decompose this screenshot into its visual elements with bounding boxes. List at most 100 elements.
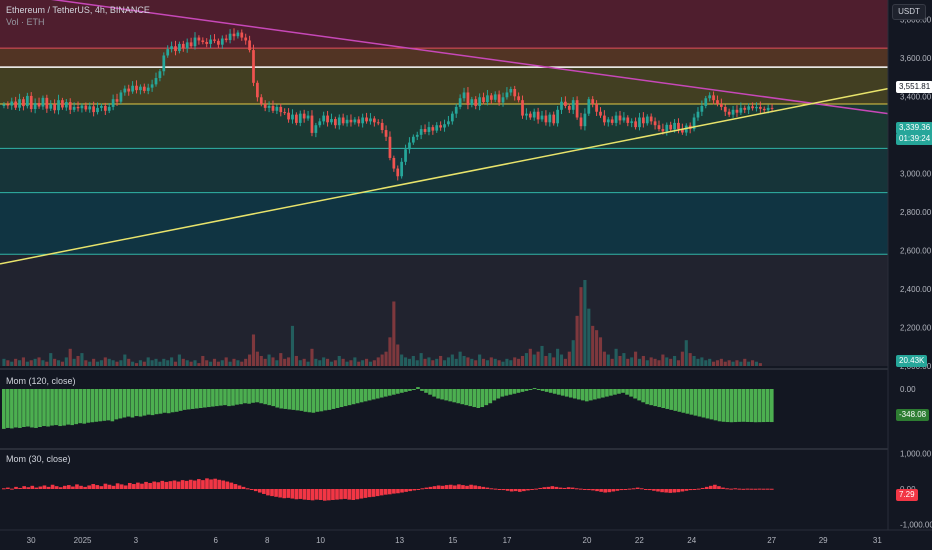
currency-label[interactable]: USDT xyxy=(892,4,926,20)
candle-body xyxy=(275,106,279,111)
momentum-bar xyxy=(78,389,83,424)
candle-body xyxy=(762,108,766,111)
momentum-bar xyxy=(359,389,364,403)
candle-body xyxy=(638,117,641,128)
candle-body xyxy=(583,113,587,127)
price-zone xyxy=(0,192,888,255)
volume-bar xyxy=(470,358,474,366)
volume-bar xyxy=(80,353,84,366)
volume-bar xyxy=(53,358,57,366)
symbol-title[interactable]: Ethereum / TetherUS, 4h, BINANCE xyxy=(6,5,150,15)
momentum-bar xyxy=(158,389,163,414)
momentum-bar xyxy=(721,487,725,489)
candle-body xyxy=(201,40,205,42)
volume-bar xyxy=(435,358,439,366)
momentum-bar xyxy=(114,389,119,420)
volume-bar xyxy=(517,358,521,366)
mom30-label[interactable]: Mom (30, close) xyxy=(6,454,71,464)
candle-body xyxy=(435,125,439,131)
volume-bar xyxy=(290,325,295,366)
volume-bar xyxy=(240,361,244,366)
candle-body xyxy=(474,99,478,106)
volume-bar xyxy=(653,358,657,366)
momentum-bar xyxy=(182,389,187,410)
candle-body xyxy=(372,118,376,123)
candle-body xyxy=(419,129,423,135)
pane-separators[interactable] xyxy=(0,368,932,450)
volume-bar xyxy=(474,360,478,366)
momentum-bar xyxy=(566,487,571,489)
momentum-bar xyxy=(231,389,235,406)
volume-bar xyxy=(427,357,431,366)
volume-bar xyxy=(6,360,10,366)
volume-bar xyxy=(661,354,665,366)
volume-bar xyxy=(630,357,634,366)
ascending-trendline[interactable] xyxy=(0,87,889,265)
volume-bar xyxy=(419,353,423,366)
candle-body xyxy=(369,118,372,122)
candle-body xyxy=(376,122,380,124)
momentum-bar xyxy=(432,389,436,397)
volume-bar xyxy=(723,361,727,366)
candle-body xyxy=(712,95,715,101)
momentum-bar xyxy=(259,389,263,404)
momentum-bar xyxy=(765,389,770,422)
momentum-bar xyxy=(122,389,127,418)
candle-body xyxy=(723,106,727,112)
volume-bar xyxy=(509,360,513,366)
momentum-bar xyxy=(745,488,750,490)
momentum-bar xyxy=(464,389,469,406)
momentum-bar xyxy=(278,489,282,498)
momentum-bar xyxy=(118,389,123,419)
volume-bar xyxy=(138,360,142,366)
mom120-label[interactable]: Mom (120, close) xyxy=(6,376,76,386)
candle-body xyxy=(209,39,212,44)
momentum-bar xyxy=(188,479,193,489)
volume-label[interactable]: Vol · ETH xyxy=(6,17,45,27)
pane-separator[interactable] xyxy=(0,448,932,450)
momentum-bar xyxy=(343,389,348,407)
price-tick-label: 2,400.00 xyxy=(900,285,932,294)
volume-bar xyxy=(411,355,415,366)
momentum-bar xyxy=(178,389,183,411)
pane-separator[interactable] xyxy=(0,368,932,370)
momentum-bar xyxy=(472,389,477,408)
candle-body xyxy=(41,97,45,107)
momentum-bar xyxy=(174,389,179,412)
momentum-bar xyxy=(677,389,682,412)
time-axis[interactable]: 30 2025 3 6 8 10 13 15 17 20 22 24 27 29 31 xyxy=(0,529,932,550)
candle-body xyxy=(384,130,388,137)
volume-bar xyxy=(45,361,49,366)
momentum-bar xyxy=(286,489,291,498)
momentum-bar xyxy=(631,488,636,490)
volume-bar xyxy=(680,351,684,366)
momentum-bar xyxy=(548,389,553,393)
candle-body xyxy=(178,43,181,52)
momentum-bar xyxy=(388,489,392,495)
momentum-bar xyxy=(154,389,159,415)
candle-body xyxy=(458,98,462,107)
momentum-bar xyxy=(219,389,223,406)
momentum-bar xyxy=(741,488,746,490)
volume-bar xyxy=(450,354,454,366)
volume-bar xyxy=(298,360,302,366)
candle-body xyxy=(478,97,481,106)
time-tick-label: 30 xyxy=(27,536,36,545)
candle-body xyxy=(232,33,236,37)
momentum-bar xyxy=(383,389,388,397)
volume-bar xyxy=(692,355,696,366)
candle-body xyxy=(224,38,228,41)
momentum-bar xyxy=(95,485,100,489)
descending-trendline[interactable] xyxy=(0,0,889,115)
volume-bar xyxy=(361,360,365,366)
momentum-bar xyxy=(488,389,493,404)
momentum-bar xyxy=(279,389,284,409)
momentum-bar xyxy=(192,480,197,489)
volume-bar xyxy=(372,360,376,366)
trendlines[interactable] xyxy=(0,0,889,265)
momentum-bar xyxy=(98,389,103,422)
momentum-bar xyxy=(54,389,58,426)
volume-bar xyxy=(735,360,739,366)
momentum-bar xyxy=(355,489,360,500)
